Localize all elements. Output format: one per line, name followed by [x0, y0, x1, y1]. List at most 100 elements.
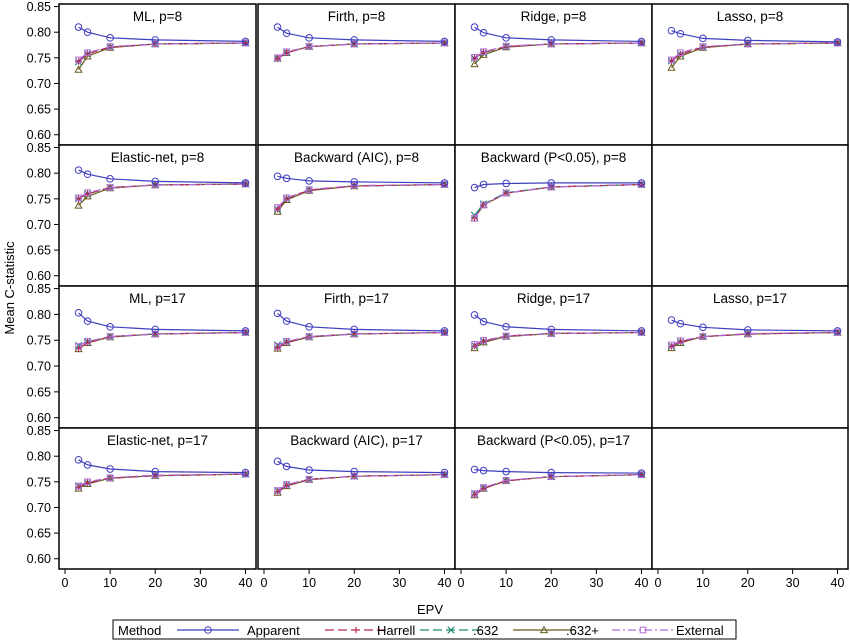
- legend-marker: [447, 626, 455, 634]
- panel-title: Backward (P<0.05), p=17: [477, 433, 630, 448]
- y-tick-label: 0.85: [27, 424, 51, 438]
- panel-frame: [454, 144, 653, 287]
- data-point: [440, 468, 449, 477]
- data-point: [667, 63, 676, 71]
- panel-frame: [58, 285, 257, 429]
- legend-item-external: External: [612, 623, 724, 638]
- data-point: [241, 179, 250, 187]
- legend-item-apparent: Apparent: [177, 623, 300, 638]
- data-point: [471, 54, 478, 61]
- data-point: [470, 311, 479, 319]
- data-point: [83, 317, 92, 325]
- y-tick-label: 0.80: [27, 26, 51, 40]
- panel-frame: [257, 427, 456, 570]
- panel: Backward (P<0.05), p=17: [454, 427, 653, 570]
- series-line: [277, 312, 445, 332]
- data-point: [74, 201, 83, 209]
- data-point: [283, 337, 290, 345]
- x-tick-label: 20: [148, 576, 162, 590]
- data-point: [84, 478, 91, 486]
- panel: [651, 427, 849, 570]
- x-tick-label: 20: [741, 576, 755, 590]
- panel-title: Ridge, p=17: [517, 291, 590, 306]
- panel-title: ML, p=8: [133, 9, 182, 24]
- legend-label: .632+: [566, 623, 599, 638]
- data-point: [547, 325, 556, 334]
- panel-title: Firth, p=17: [324, 291, 389, 306]
- data-point: [75, 194, 82, 202]
- panel: Elastic-net, p=17: [58, 427, 257, 570]
- data-point: [470, 59, 479, 68]
- data-point: [282, 195, 291, 204]
- x-tick-label: 20: [544, 576, 558, 590]
- legend-label: Apparent: [247, 623, 300, 638]
- panel-frame: [651, 3, 849, 146]
- data-point: [502, 332, 510, 340]
- data-point: [502, 467, 510, 476]
- y-axes: 0.600.650.700.750.800.850.600.650.700.75…: [27, 0, 59, 566]
- data-point: [273, 309, 282, 318]
- data-point: [471, 341, 478, 348]
- panel-title: Elastic-net, p=8: [111, 150, 204, 165]
- data-point: [74, 309, 83, 317]
- data-point: [274, 204, 281, 211]
- panel-frame: [651, 144, 849, 287]
- data-point: [305, 475, 313, 483]
- data-point: [282, 317, 291, 325]
- panel: Ridge, p=17: [454, 285, 653, 429]
- data-point: [502, 34, 510, 42]
- data-point: [668, 341, 675, 349]
- x-tick-label: 40: [831, 576, 845, 590]
- data-point: [84, 49, 91, 57]
- data-point: [283, 481, 290, 488]
- panel-frame: [454, 285, 653, 429]
- panel-frame: [58, 427, 257, 570]
- data-point: [440, 327, 449, 335]
- data-point: [667, 316, 676, 324]
- data-point: [479, 180, 488, 189]
- series-apparent-line: [273, 23, 449, 46]
- data-point: [283, 48, 290, 55]
- legend-label: External: [676, 623, 724, 638]
- series-apparent-line: [470, 179, 646, 192]
- data-point: [106, 465, 114, 473]
- panel: Elastic-net, p=8: [58, 144, 257, 287]
- panel-frame: [257, 144, 456, 287]
- series-line: [78, 312, 246, 332]
- series-apparent-line: [470, 23, 646, 46]
- series-apparent-line: [74, 166, 250, 187]
- data-point: [668, 56, 675, 64]
- data-point: [274, 487, 281, 494]
- series-apparent-line: [470, 465, 646, 477]
- data-point: [637, 37, 646, 46]
- data-point: [743, 326, 752, 334]
- data-point: [106, 175, 114, 183]
- data-point: [74, 455, 83, 464]
- data-point: [637, 327, 646, 335]
- data-point: [833, 327, 842, 335]
- data-point: [282, 29, 291, 38]
- y-tick-label: 0.85: [27, 282, 51, 296]
- x-tick-label: 40: [239, 576, 253, 590]
- data-point: [274, 54, 281, 62]
- data-point: [84, 337, 91, 345]
- data-point: [470, 23, 479, 31]
- panel-title: Backward (AIC), p=17: [290, 433, 422, 448]
- x-tick-label: 10: [302, 576, 316, 590]
- data-point: [677, 49, 684, 57]
- panel-title: Firth, p=8: [328, 9, 385, 24]
- data-point: [479, 28, 488, 37]
- data-point: [151, 330, 159, 338]
- data-point: [83, 28, 92, 37]
- x-tick-label: 30: [589, 576, 603, 590]
- series-apparent-line: [273, 457, 449, 477]
- data-point: [502, 476, 510, 484]
- data-point: [106, 43, 114, 50]
- data-point: [547, 473, 555, 481]
- panel: Backward (AIC), p=17: [257, 427, 456, 570]
- data-point: [305, 186, 313, 193]
- y-tick-label: 0.85: [27, 0, 51, 14]
- data-point: [677, 50, 684, 58]
- data-point: [151, 177, 160, 186]
- data-point: [350, 178, 359, 186]
